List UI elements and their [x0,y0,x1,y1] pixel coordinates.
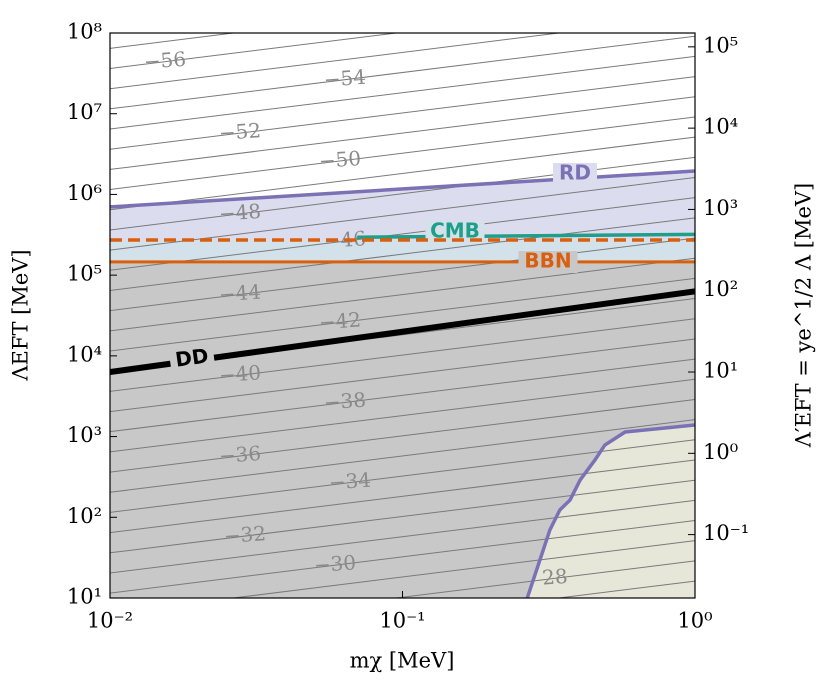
y-axis-label: ΛEFT [MeV] [9,249,33,381]
contour-line [110,459,695,534]
contour-line [110,439,695,513]
contour-line [554,580,695,598]
contour-line [110,338,695,413]
contour-line [110,358,695,433]
contour-line [110,177,695,251]
contour-label: 28 [541,564,568,590]
contour-line [110,136,695,211]
label-background [168,345,216,373]
series-line [110,169,695,209]
contour-line [110,217,695,291]
y-tick-label: 10⁸ [67,20,102,44]
label-background [553,163,597,185]
contour-label: −30 [313,550,357,577]
series-label: RD [559,161,591,185]
contour-line [110,378,695,453]
series-label: BBN [524,249,571,273]
contour-line [110,419,695,493]
contour-line [110,257,695,332]
y2-tick-label: 10⁵ [703,33,738,57]
y2-tick-label: 10⁻¹ [703,521,749,545]
contour-label: −48 [218,199,262,226]
contour-label: −54 [323,65,367,92]
contour-label: −56 [143,47,187,74]
contour-label: −44 [218,280,262,307]
contour-line [110,318,695,392]
contour-line [110,33,238,49]
contour-line [110,76,695,150]
label-background [518,251,578,273]
x-tick-label: 10⁻¹ [379,609,425,633]
contour-line [110,35,695,110]
contour-label: −34 [328,468,372,495]
contour-label: −40 [218,360,262,387]
contour-line [110,96,695,170]
x-tick-label: 10⁰ [677,609,712,633]
contour-line [110,116,695,191]
y-tick-label: 10⁷ [67,100,102,124]
y-tick-label: 10⁴ [67,342,102,366]
contour-line [110,277,695,352]
contour-line [110,237,695,312]
y-tick-label: 10⁶ [67,181,102,205]
contour-label: −50 [318,146,362,173]
series-line [525,423,695,598]
y2-tick-label: 10⁴ [703,115,738,139]
y-tick-label: 10² [67,504,102,528]
y2-axis-label: Λ′EFT = ye^1/2 Λ [MeV] [792,183,816,448]
contour-label: −32 [223,521,267,548]
contour-label: −42 [318,307,362,334]
contour-label: −52 [218,118,262,145]
y2-tick-label: 10² [703,277,738,301]
contour-line [110,156,695,231]
contour-line [110,33,563,90]
series-label: DD [174,343,210,371]
series-line [357,232,695,239]
contour-line [110,55,695,130]
contour-label: −36 [218,441,262,468]
contour-line [110,197,695,271]
y2-tick-label: 10¹ [703,359,738,383]
y2-tick-label: 10⁰ [703,440,738,464]
region-fill [527,425,695,598]
contour-line [110,479,695,554]
contour-line [110,398,695,473]
contour-line [110,520,695,594]
contour-label: −38 [323,388,367,415]
label-background [425,221,485,243]
y-tick-label: 10⁵ [67,262,102,286]
x-tick-label: 10⁻² [87,609,133,633]
contour-line [110,499,695,574]
y-tick-label: 10³ [67,423,102,447]
contour-line [229,540,695,598]
y2-tick-label: 10³ [703,196,738,220]
contour-line [110,33,401,70]
x-axis-label: mχ [MeV] [350,649,455,673]
plot-area: 28−30−32−34−36−38−40−42−44−46−48−50−52−5… [110,33,695,598]
y-tick-label: 10¹ [67,585,102,609]
